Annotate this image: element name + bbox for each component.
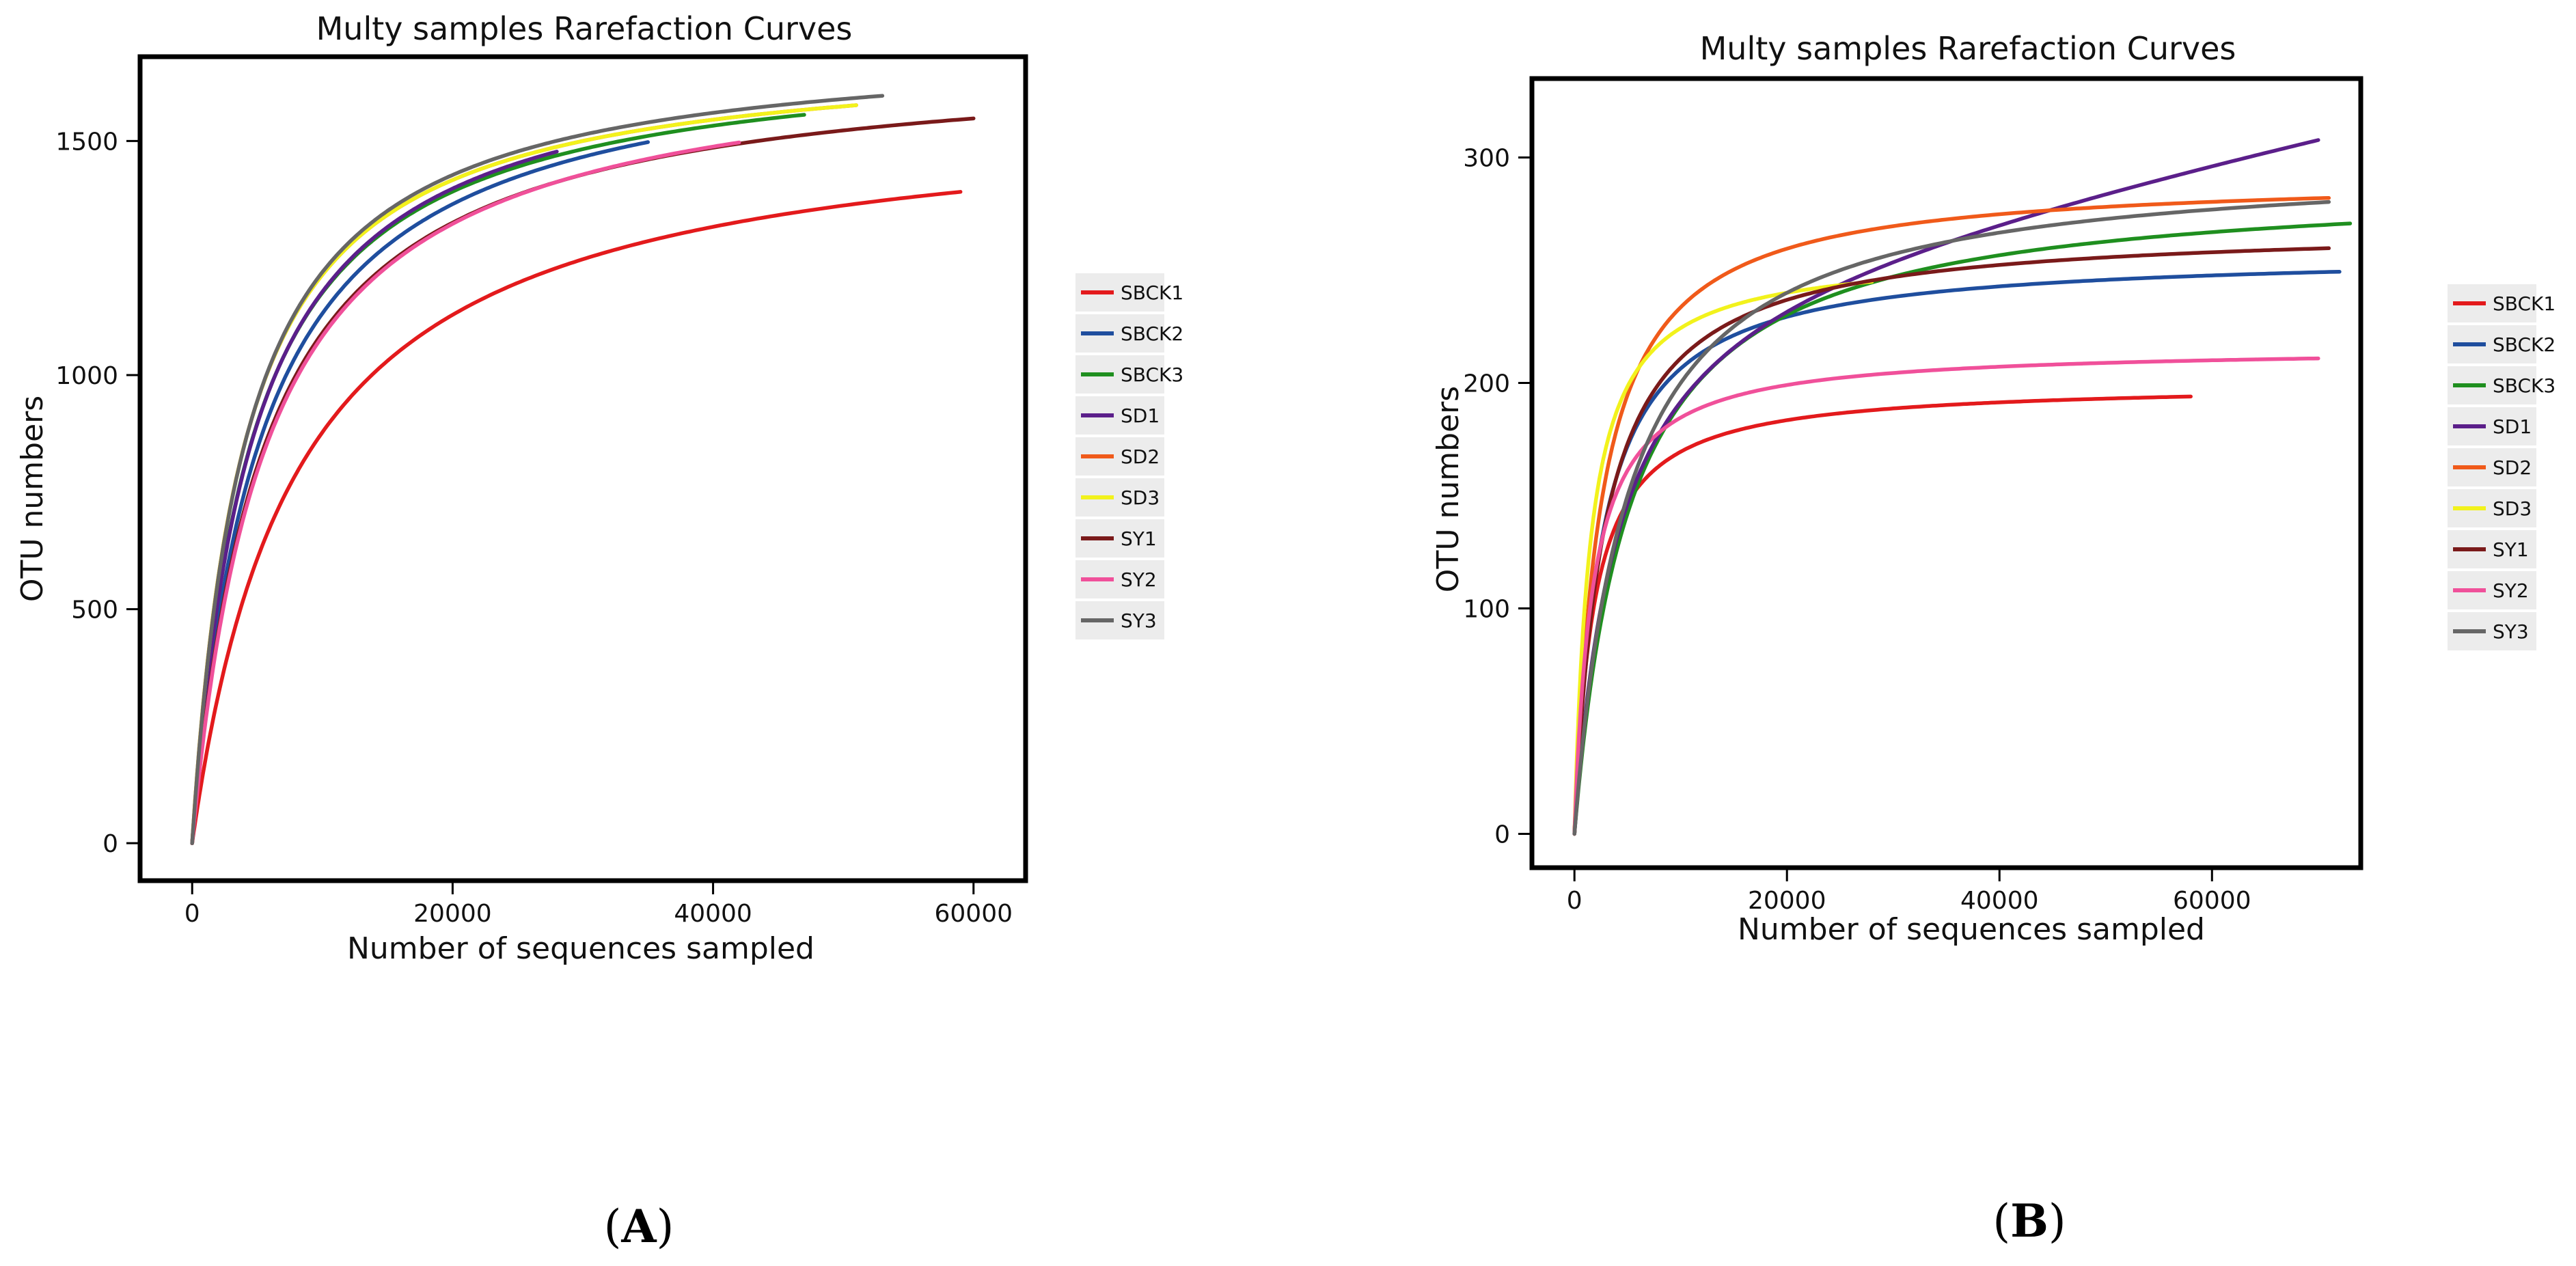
x-axis-label: Number of sequences sampled <box>347 931 814 966</box>
series-line-sy3 <box>1572 199 2331 836</box>
y-tick-label: 500 <box>71 596 118 624</box>
legend-label: SBCK3 <box>1121 363 1183 386</box>
legend-label: SY2 <box>1121 568 1157 591</box>
y-tick-label: 1000 <box>55 362 118 390</box>
series-line-sd1 <box>1572 138 2320 836</box>
legend-label: SD3 <box>2493 497 2532 520</box>
chart-panel-b: Multy samples Rarefaction Curves Number … <box>1431 30 2556 1248</box>
series-line-sbck2 <box>190 140 650 845</box>
x-tick-label: 0 <box>184 900 200 928</box>
legend-label: SD1 <box>1121 404 1160 427</box>
series-line-sbck2 <box>1572 269 2342 836</box>
legend-label: SD2 <box>1121 445 1160 468</box>
x-tick-label: 60000 <box>2173 887 2251 915</box>
legend: SBCK1 SBCK2 SBCK3 SD1 SD2 SD3 SY1 SY2 SY3 <box>1075 273 1183 639</box>
x-tick-label: 20000 <box>1748 887 1826 915</box>
series-line-sd1 <box>190 150 559 845</box>
series-line-sy1 <box>1572 246 2331 836</box>
x-tick-label: 40000 <box>674 900 752 928</box>
legend-label: SD1 <box>2493 415 2532 438</box>
x-tick-label: 20000 <box>413 900 492 928</box>
legend-label: SY3 <box>2493 620 2529 643</box>
legend-label: SY3 <box>1121 609 1157 632</box>
series-line-sd2 <box>190 103 858 845</box>
y-tick-label: 1500 <box>55 128 118 156</box>
y-tick-label: 100 <box>1463 596 1510 624</box>
legend-label: SBCK2 <box>2493 333 2556 356</box>
y-tick-label: 200 <box>1463 370 1510 398</box>
y-axis-label: OTU numbers <box>15 396 50 602</box>
series-line-sbck1 <box>1572 394 2193 836</box>
x-axis-label: Number of sequences sampled <box>1738 912 2205 947</box>
series-line-sbck3 <box>1572 221 2353 836</box>
panel-label: (A) <box>604 1200 674 1253</box>
y-tick-label: 300 <box>1463 145 1510 173</box>
y-tick-label: 0 <box>1494 821 1510 849</box>
series-line-sd2 <box>1572 195 2331 836</box>
x-tick-label: 60000 <box>934 900 1013 928</box>
series-line-sd3 <box>1572 279 1874 836</box>
series-line-sbck1 <box>190 190 963 845</box>
x-tick-label: 0 <box>1567 887 1582 915</box>
legend-label: SBCK1 <box>2493 292 2556 315</box>
chart-panel-a: Multy samples Rarefaction Curves Number … <box>15 10 1183 1253</box>
plot-frame <box>1529 76 2363 870</box>
series-line-sy1 <box>190 116 976 845</box>
legend-label: SD2 <box>2493 456 2532 479</box>
legend-label: SY2 <box>2493 579 2529 602</box>
chart-title: Multy samples Rarefaction Curves <box>1700 30 2236 67</box>
legend-label: SD3 <box>1121 486 1160 509</box>
chart-title: Multy samples Rarefaction Curves <box>316 10 853 47</box>
panel-label: (B) <box>1992 1194 2066 1248</box>
legend-label: SY1 <box>2493 538 2529 561</box>
series-line-sy2 <box>190 140 741 845</box>
y-axis-label: OTU numbers <box>1431 386 1466 592</box>
legend-label: SY1 <box>1121 527 1157 550</box>
plot-frame <box>137 54 1028 883</box>
legend-label: SBCK3 <box>2493 374 2556 397</box>
y-tick-label: 0 <box>102 830 118 858</box>
legend-label: SBCK1 <box>1121 281 1183 304</box>
legend-label: SBCK2 <box>1121 322 1183 345</box>
series-line-sd3 <box>190 103 858 845</box>
series-line-sy2 <box>1572 356 2320 836</box>
legend: SBCK1 SBCK2 SBCK3 SD1 SD2 SD3 SY1 SY2 SY3 <box>2448 284 2556 650</box>
x-tick-label: 40000 <box>1960 887 2039 915</box>
series-line-sbck3 <box>190 113 806 845</box>
series-line-sy3 <box>190 94 885 845</box>
